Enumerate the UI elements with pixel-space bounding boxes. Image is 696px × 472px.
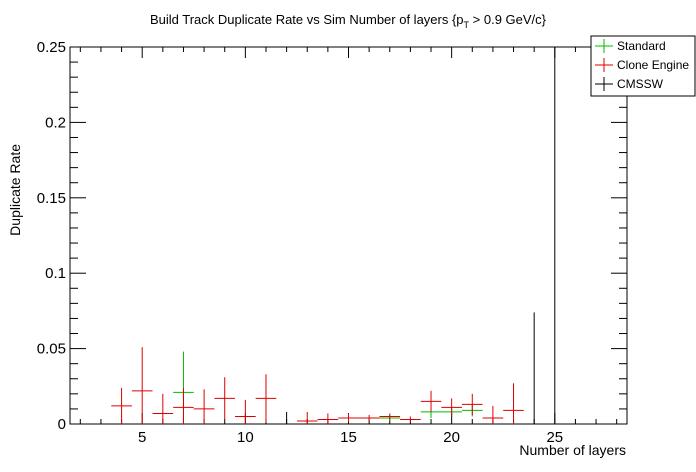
axis-ticks [70, 46, 627, 425]
data-point [152, 393, 174, 424]
data-marks [111, 47, 566, 425]
legend-label: Standard [617, 39, 666, 53]
data-point [420, 390, 442, 412]
data-point [111, 387, 132, 424]
x-tick-label: 5 [138, 429, 146, 446]
series-clone-engine [111, 347, 524, 424]
plot-frame [69, 46, 628, 425]
legend-label: CMSSW [617, 77, 664, 91]
legend-entry-cmssw: CMSSW [595, 77, 664, 91]
data-point [441, 398, 462, 417]
y-tick-label: 0.15 [37, 190, 66, 207]
data-point [544, 47, 566, 425]
data-point [235, 399, 256, 424]
x-axis-title: Number of layers [519, 442, 626, 458]
data-point [214, 377, 236, 420]
legend-entry-standard: Standard [595, 39, 666, 53]
x-tick-label: 25 [546, 429, 563, 446]
legend-entry-clone-engine: Clone Engine [595, 58, 689, 72]
y-tick-label: 0.05 [37, 341, 66, 358]
data-point [379, 413, 401, 420]
y-axis-title: Duplicate Rate [7, 144, 23, 236]
data-point [523, 312, 545, 425]
data-point [255, 374, 277, 423]
y-tick-label: 0.1 [45, 265, 66, 282]
y-tick-label: 0 [58, 416, 66, 433]
legend: Standard Clone Engine CMSSW [590, 35, 696, 97]
legend-label: Clone Engine [617, 58, 689, 72]
series-standard [173, 351, 483, 424]
data-point [131, 347, 153, 424]
data-point [317, 413, 339, 424]
data-point [461, 393, 483, 415]
data-point [400, 416, 421, 423]
x-tick-label: 10 [237, 429, 254, 446]
x-tick-label: 15 [340, 429, 357, 446]
chart-title-tail: > 0.9 GeV/c} [469, 12, 547, 27]
data-point [503, 383, 524, 424]
data-point [482, 405, 504, 424]
data-point [276, 411, 297, 425]
data-point [296, 411, 318, 424]
x-tick-label: 20 [443, 429, 460, 446]
data-point [338, 413, 359, 423]
axis-tick-labels: 5 10 15 20 25 0 0.05 0.1 0.15 0.2 0.25 [37, 39, 563, 446]
y-tick-label: 0.2 [45, 114, 66, 131]
chart-title: Build Track Duplicate Rate vs Sim Number… [150, 12, 547, 30]
chart-title-subscript: T [464, 20, 470, 30]
series-cmssw [276, 47, 566, 425]
chart-title-main: Build Track Duplicate Rate vs Sim Number… [150, 12, 464, 27]
y-tick-label: 0.25 [37, 39, 66, 56]
data-point [193, 389, 215, 424]
data-point [358, 414, 380, 421]
data-point [173, 387, 194, 424]
